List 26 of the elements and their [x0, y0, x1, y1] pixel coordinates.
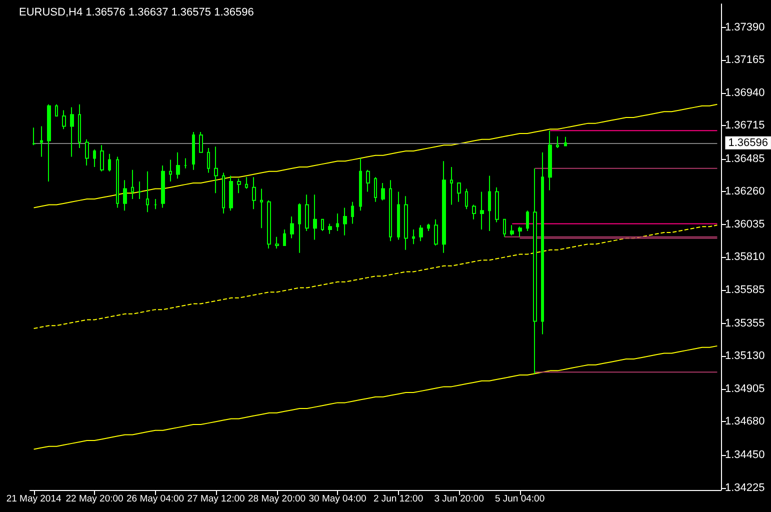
chart-title: EURUSD,H4 1.36576 1.36637 1.36575 1.36596 — [19, 6, 254, 18]
y-tick-label: 1.34905 — [725, 382, 765, 395]
y-tick-label: 1.36940 — [725, 86, 765, 99]
y-tick-label: 1.35130 — [725, 350, 765, 362]
y-tick-label: 1.34225 — [725, 482, 765, 494]
y-tick-label: 1.36715 — [725, 120, 765, 132]
y-tick-label: 1.34680 — [725, 416, 765, 428]
x-tick-label: 2 Jun 12:00 — [373, 494, 424, 504]
y-tick-label: 1.36260 — [725, 186, 765, 198]
x-tick-label: 30 May 04:00 — [308, 494, 366, 504]
y-tick-label: 1.37390 — [725, 21, 765, 34]
y-tick-label: 1.35585 — [725, 284, 765, 296]
x-tick-label: 28 May 20:00 — [248, 494, 306, 504]
y-tick-label: 1.37165 — [725, 54, 765, 66]
x-tick-label: 21 May 2014 — [6, 494, 62, 504]
x-tick-label: 27 May 12:00 — [187, 494, 245, 504]
ref-line-label: 1.36596 — [728, 136, 768, 149]
y-tick-label: 1.36485 — [725, 152, 765, 165]
y-tick-label: 1.34450 — [725, 449, 765, 462]
y-tick-label: 1.36035 — [725, 218, 765, 230]
x-tick-label: 22 May 20:00 — [66, 494, 124, 504]
x-tick-label: 26 May 04:00 — [126, 494, 184, 504]
y-tick-label: 1.35810 — [725, 251, 765, 264]
x-tick-label: 5 Jun 04:00 — [494, 494, 545, 504]
y-tick-label: 1.35355 — [725, 317, 765, 330]
x-tick-label: 3 Jun 20:00 — [434, 494, 484, 504]
